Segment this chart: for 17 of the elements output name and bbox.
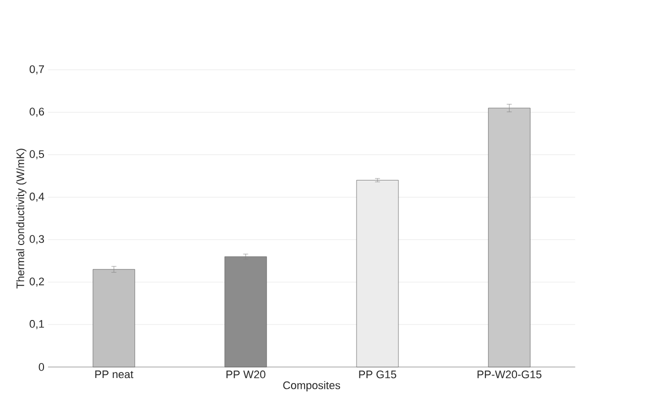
y-tick-label: 0,2 [30, 278, 44, 287]
y-tick-label: 0,7 [30, 65, 44, 74]
bar [92, 269, 136, 368]
y-tick-label: 0,1 [30, 320, 44, 330]
x-tick-label: PP G15 [359, 370, 396, 378]
x-tick-label: PP W20 [226, 370, 266, 378]
y-tick-label: 0,6 [30, 108, 44, 117]
x-tick-label: PP neat [95, 370, 134, 378]
y-tick-label: 0 [38, 363, 44, 371]
y-tick-label: 0,4 [30, 192, 44, 202]
bar [224, 256, 267, 368]
x-axis-title: Composites [283, 381, 340, 392]
y-tick-label: 0,3 [30, 235, 44, 244]
bar [488, 108, 530, 368]
y-axis-title: Thermal conductivity (W/mK) [16, 148, 26, 288]
y-tick-label: 0,5 [30, 150, 44, 160]
x-tick-label: PP-W20-G15 [478, 370, 542, 378]
